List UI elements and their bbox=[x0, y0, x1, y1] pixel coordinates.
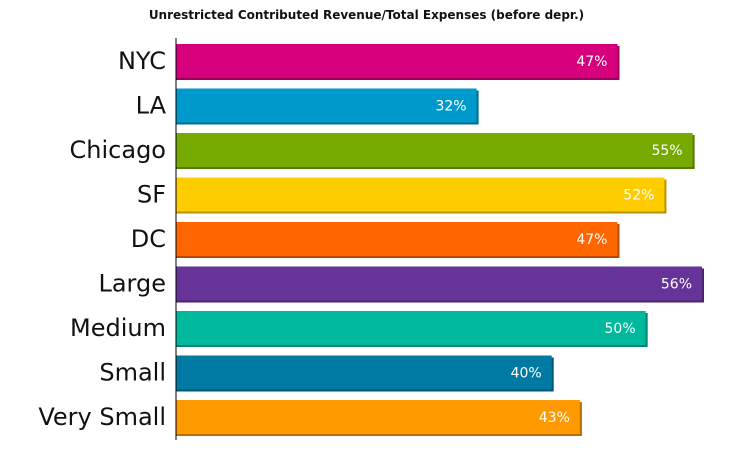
value-label-large: 56% bbox=[661, 277, 692, 293]
bar-sf bbox=[176, 177, 665, 212]
value-label-chicago: 55% bbox=[651, 143, 682, 159]
value-label-small: 40% bbox=[511, 366, 542, 382]
value-label-nyc: 47% bbox=[576, 54, 607, 70]
value-label-sf: 52% bbox=[623, 188, 654, 204]
bar-large bbox=[176, 266, 702, 301]
bar-very-small bbox=[176, 400, 580, 434]
bar-nyc bbox=[176, 44, 618, 78]
value-label-medium: 50% bbox=[605, 321, 636, 337]
category-label-medium: Medium bbox=[70, 314, 166, 342]
category-label-large: Large bbox=[98, 270, 166, 298]
bar-chicago bbox=[176, 133, 693, 167]
category-label-la: LA bbox=[136, 92, 167, 120]
bar-medium bbox=[176, 311, 646, 345]
category-label-chicago: Chicago bbox=[70, 136, 166, 164]
bar-small bbox=[176, 355, 552, 390]
bars-group: NYC 47% LA 32% Chicago 55% SF 52% DC 47% Large 56% M… bbox=[38, 44, 704, 436]
value-label-dc: 47% bbox=[576, 232, 607, 248]
category-label-nyc: NYC bbox=[118, 47, 166, 75]
category-label-dc: DC bbox=[131, 225, 166, 253]
value-label-very-small: 43% bbox=[539, 410, 570, 426]
bar-la bbox=[176, 88, 477, 123]
category-label-sf: SF bbox=[137, 181, 166, 209]
bar-dc bbox=[176, 222, 618, 256]
category-label-very-small: Very Small bbox=[38, 403, 166, 431]
chart-title: Unrestricted Contributed Revenue/Total E… bbox=[148, 8, 585, 22]
category-label-small: Small bbox=[99, 359, 166, 387]
value-label-la: 32% bbox=[435, 99, 466, 115]
